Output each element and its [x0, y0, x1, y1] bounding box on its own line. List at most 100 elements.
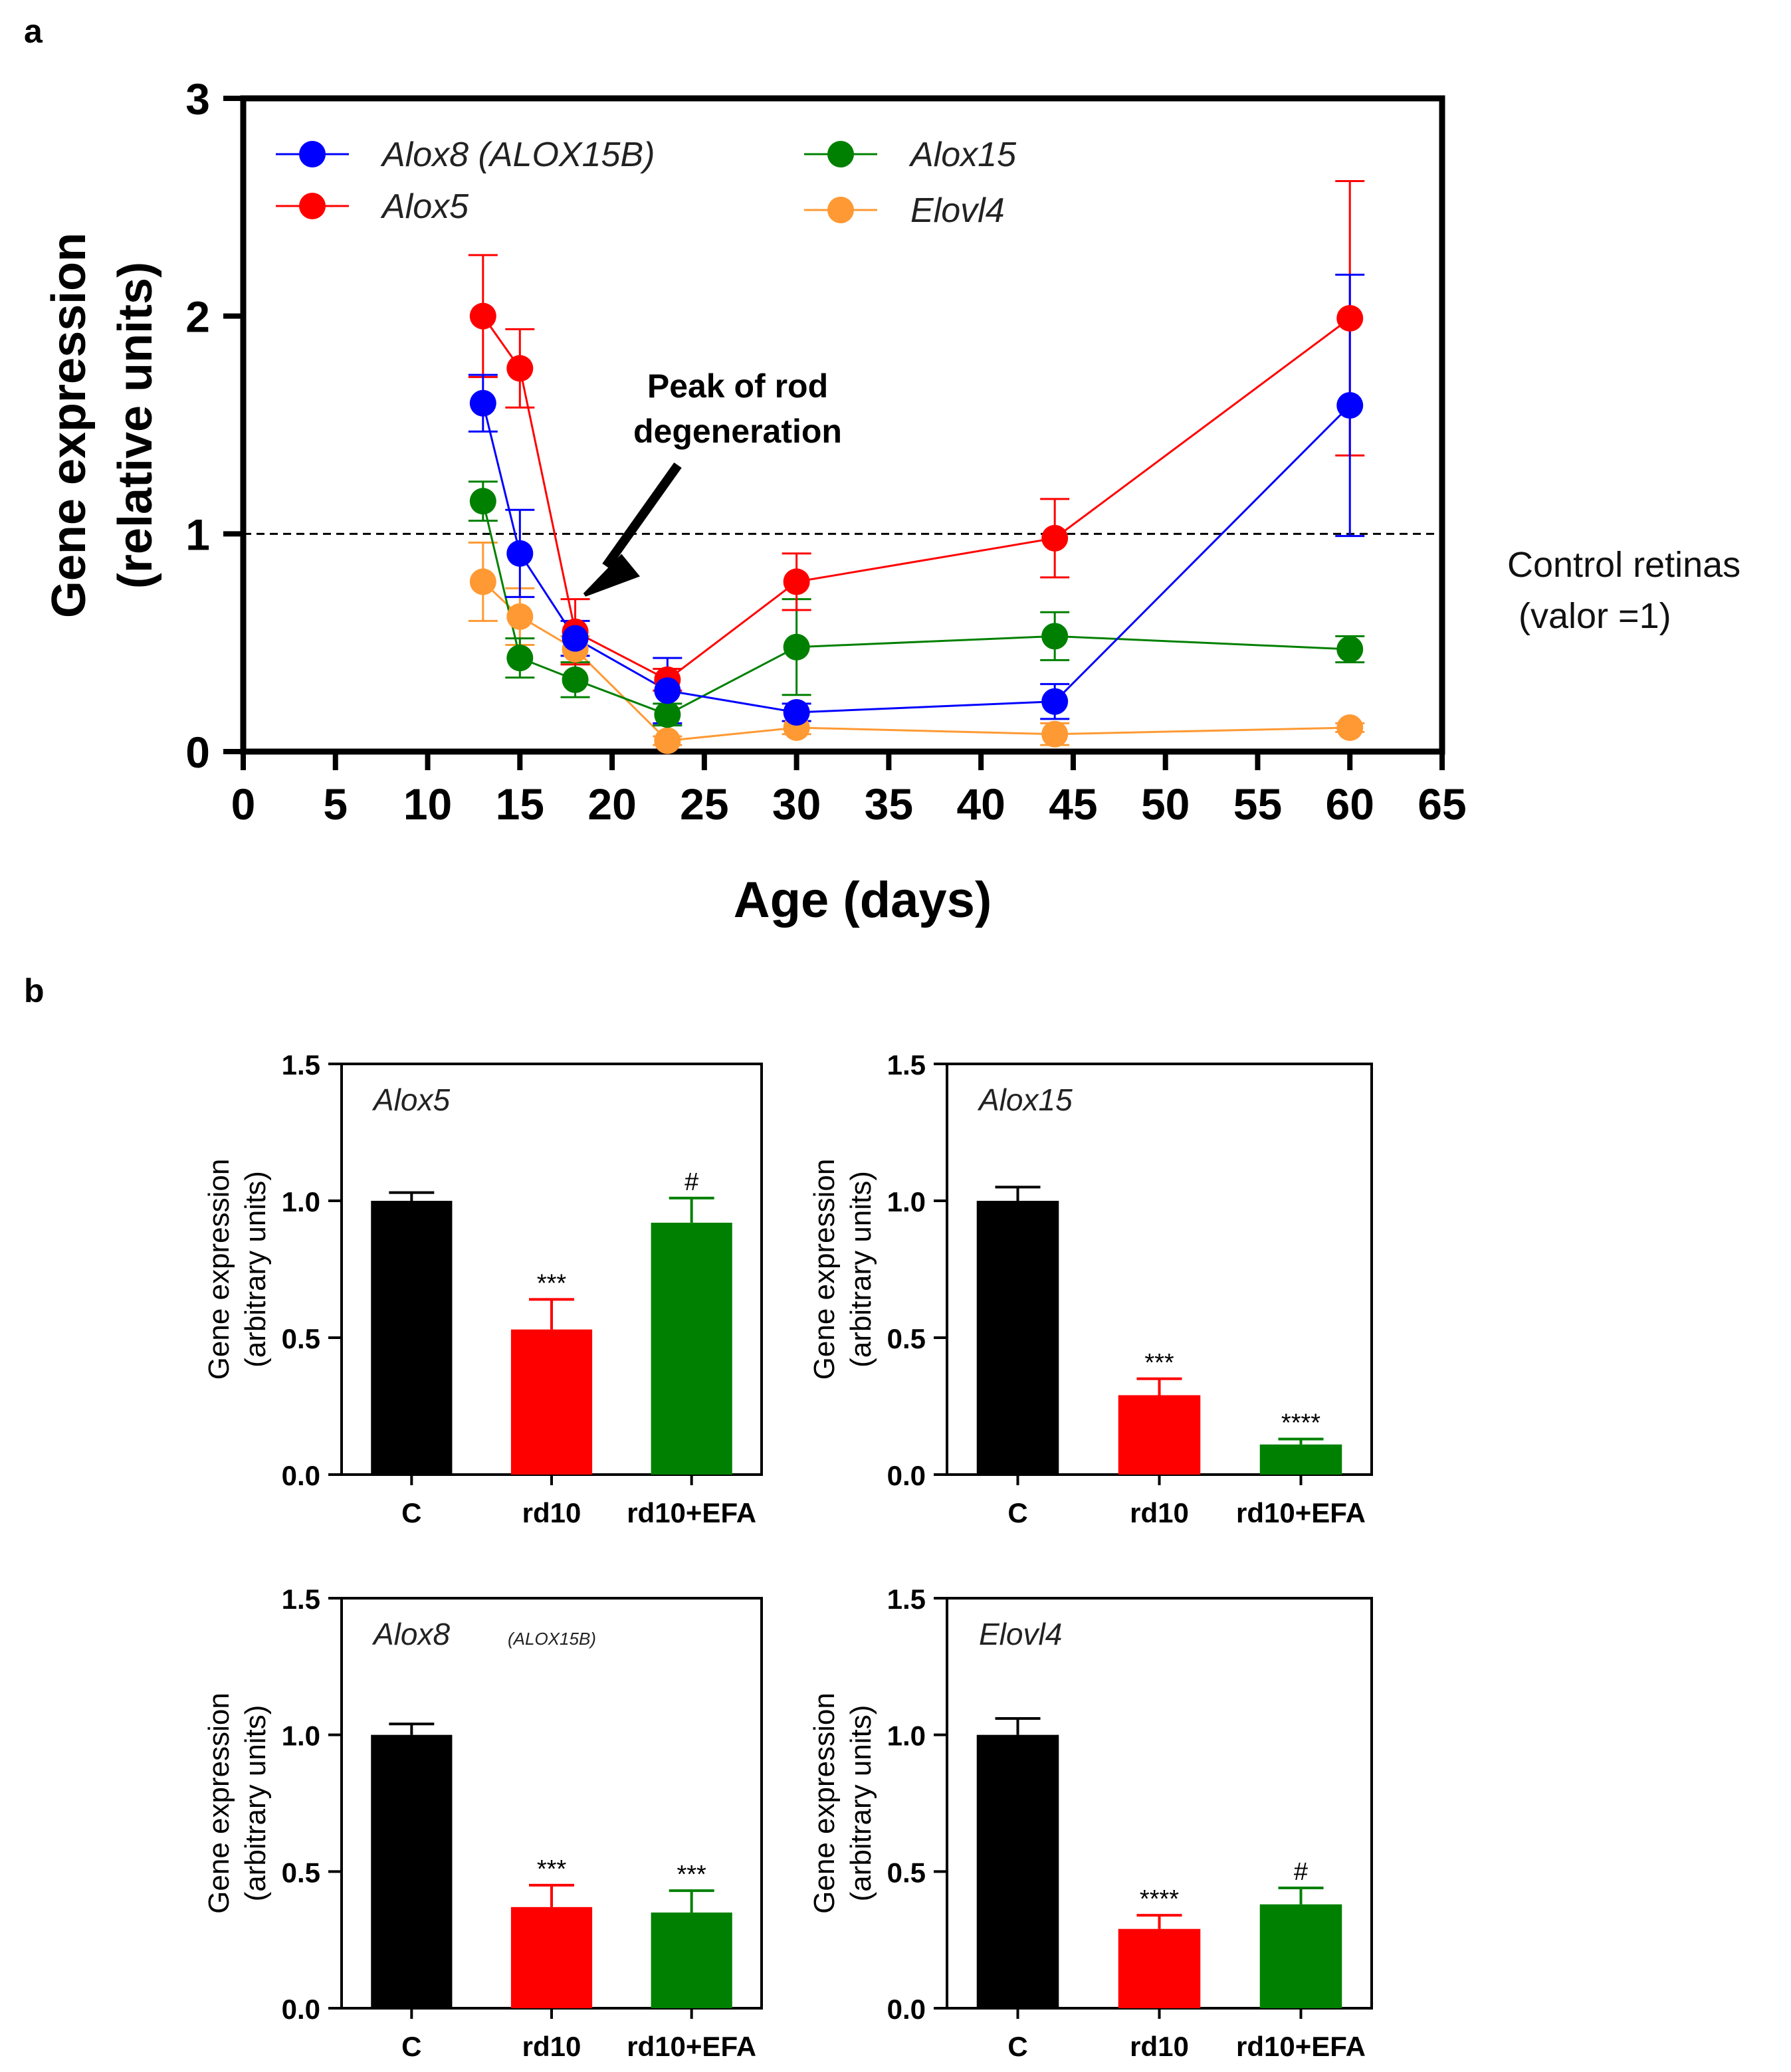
- bar: [1259, 1904, 1342, 2008]
- y-tick-label: 1.5: [887, 1049, 926, 1081]
- bar: [651, 1913, 732, 2008]
- bar: [371, 1201, 453, 1475]
- data-point: [469, 568, 496, 595]
- annotation-line1: Peak of rod: [647, 367, 828, 405]
- x-tick-label: 5: [323, 779, 348, 829]
- data-point: [506, 355, 534, 382]
- x-tick-label: 10: [403, 779, 452, 829]
- x-tick-label: 55: [1233, 779, 1282, 829]
- legend-swatch-marker: [299, 141, 326, 167]
- y-tick-label: 0.0: [282, 1994, 320, 2025]
- y-axis-title-line1: Gene expression: [203, 1159, 235, 1380]
- bar-chart-panel-b-alox15: 0.0 0.5 1.0 1.5 Gene expression (arbitrary un…: [808, 1049, 1373, 1528]
- x-tick-label: rd10+EFA: [627, 2031, 756, 2062]
- series-line: [482, 315, 1351, 681]
- x-tick-label: 25: [680, 779, 728, 829]
- x-tick-label: rd10: [1130, 1497, 1189, 1528]
- x-tick-label: rd10: [1130, 2031, 1189, 2062]
- legend-swatch-marker: [827, 141, 854, 167]
- significance-mark: ***: [1144, 1349, 1174, 1377]
- panel-label-a: a: [24, 13, 43, 50]
- x-tick-label: C: [401, 1497, 421, 1528]
- y-tick-label: 0.5: [887, 1323, 926, 1354]
- y-tick-label: 1.0: [282, 1720, 320, 1752]
- y-tick-label: 0.0: [887, 1994, 926, 2025]
- data-point: [506, 540, 534, 567]
- chart-title: Alox8: [371, 1617, 450, 1651]
- chart-title: Elovl4: [979, 1617, 1062, 1651]
- y-tick-label: 3: [185, 74, 210, 124]
- legend-label: Alox8 (ALOX15B): [380, 136, 655, 174]
- legend-label: Alox15: [908, 136, 1017, 174]
- bar: [651, 1222, 732, 1475]
- annotation-line2: degeneration: [633, 413, 842, 450]
- bar: [510, 1329, 593, 1475]
- significance-mark: ***: [677, 1861, 706, 1889]
- legend-swatch-marker: [299, 193, 326, 219]
- x-tick-label: rd10: [522, 2031, 581, 2062]
- x-tick-label: 45: [1049, 779, 1097, 829]
- y-tick-label: 0.5: [282, 1323, 320, 1354]
- data-point: [1336, 304, 1364, 332]
- y-axis-title-line2: (arbitrary units): [845, 1171, 877, 1368]
- x-tick-label: C: [1007, 1497, 1027, 1528]
- data-point: [506, 645, 534, 672]
- chart-title-sub: (ALOX15B): [508, 1629, 596, 1649]
- bar-chart-panel-b-elovl4: 0.0 0.5 1.0 1.5 Gene expression (arbitrary un…: [808, 1584, 1373, 2062]
- y-axis-title-line1: Gene expression: [808, 1159, 841, 1380]
- data-point: [783, 699, 810, 726]
- y-axis-title-line2: (arbitrary units): [239, 1171, 272, 1368]
- x-tick-label: 20: [587, 779, 636, 829]
- y-tick-label: 2: [185, 292, 210, 342]
- data-point: [1336, 392, 1364, 419]
- y-axis-title-line1: Gene expression: [203, 1693, 235, 1914]
- y-tick-label: 1.0: [282, 1186, 320, 1217]
- x-tick-label: rd10+EFA: [1236, 2031, 1366, 2062]
- chart-title: Alox15: [977, 1083, 1073, 1117]
- y-tick-label: 0.5: [282, 1857, 320, 1888]
- data-point: [469, 389, 496, 417]
- bar-chart-panel-b-alox8: 0.0 0.5 1.0 1.5 Gene expression (arbitrary un…: [203, 1584, 763, 2062]
- annotation-arrow-shaft: [602, 462, 682, 570]
- data-point: [506, 603, 534, 630]
- significance-mark: #: [1294, 1858, 1308, 1886]
- data-point: [783, 633, 810, 661]
- x-tick-label: 35: [865, 779, 913, 829]
- y-tick-label: 0: [185, 728, 210, 777]
- reference-label-line1: Control retinas: [1507, 545, 1740, 585]
- y-tick-label: 1.5: [282, 1584, 320, 1615]
- data-point: [562, 625, 589, 652]
- x-tick-label: 15: [496, 779, 544, 829]
- significance-mark: #: [685, 1168, 698, 1196]
- series-line: [482, 581, 1350, 742]
- x-axis-title: Age (days): [734, 872, 992, 928]
- significance-mark: ****: [1140, 1885, 1179, 1913]
- line-chart-panel-a: Control retinas(valor =1)0 5 10 15 20 25 30 35 4…: [43, 74, 1740, 928]
- x-tick-label: 0: [231, 779, 256, 829]
- x-tick-label: rd10+EFA: [627, 1497, 756, 1528]
- data-point: [654, 727, 681, 754]
- plot-frame: [240, 95, 1445, 755]
- x-tick-label: 50: [1141, 779, 1190, 829]
- panel-label-b: b: [24, 972, 45, 1009]
- y-tick-label: 1.5: [887, 1584, 926, 1615]
- bar: [976, 1201, 1059, 1475]
- x-tick-label: 40: [956, 779, 1005, 829]
- x-tick-label: rd10: [522, 1497, 581, 1528]
- bar: [1118, 1928, 1201, 2008]
- x-tick-label: 30: [772, 779, 821, 829]
- data-point: [1041, 688, 1069, 715]
- y-tick-label: 1.5: [282, 1049, 320, 1081]
- y-axis-title-line2: (relative units): [109, 262, 162, 589]
- significance-mark: ****: [1281, 1409, 1320, 1437]
- x-tick-label: C: [1007, 2031, 1027, 2062]
- data-point: [783, 568, 810, 595]
- y-axis-title-line1: Gene expression: [808, 1693, 841, 1914]
- y-tick-label: 1.0: [887, 1720, 926, 1752]
- bar: [1259, 1444, 1342, 1475]
- x-tick-label: 60: [1326, 779, 1374, 829]
- y-tick-label: 0.0: [887, 1460, 926, 1491]
- bar: [1118, 1395, 1201, 1475]
- data-point: [1041, 623, 1069, 650]
